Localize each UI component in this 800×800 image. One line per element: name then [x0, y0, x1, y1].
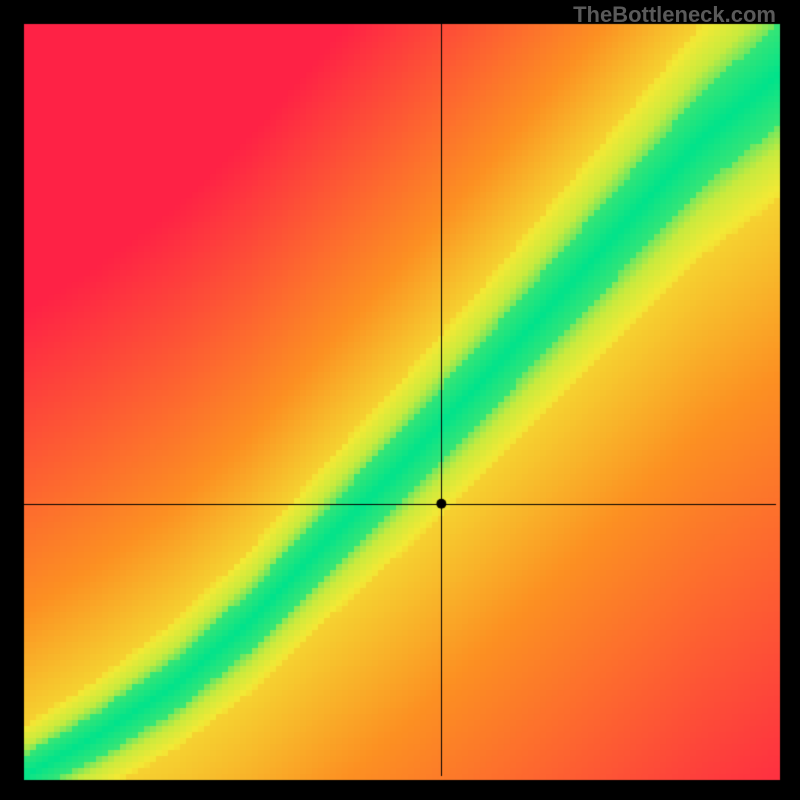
- attribution-label: TheBottleneck.com: [573, 2, 776, 28]
- chart-container: TheBottleneck.com: [0, 0, 800, 800]
- bottleneck-heatmap: [0, 0, 800, 800]
